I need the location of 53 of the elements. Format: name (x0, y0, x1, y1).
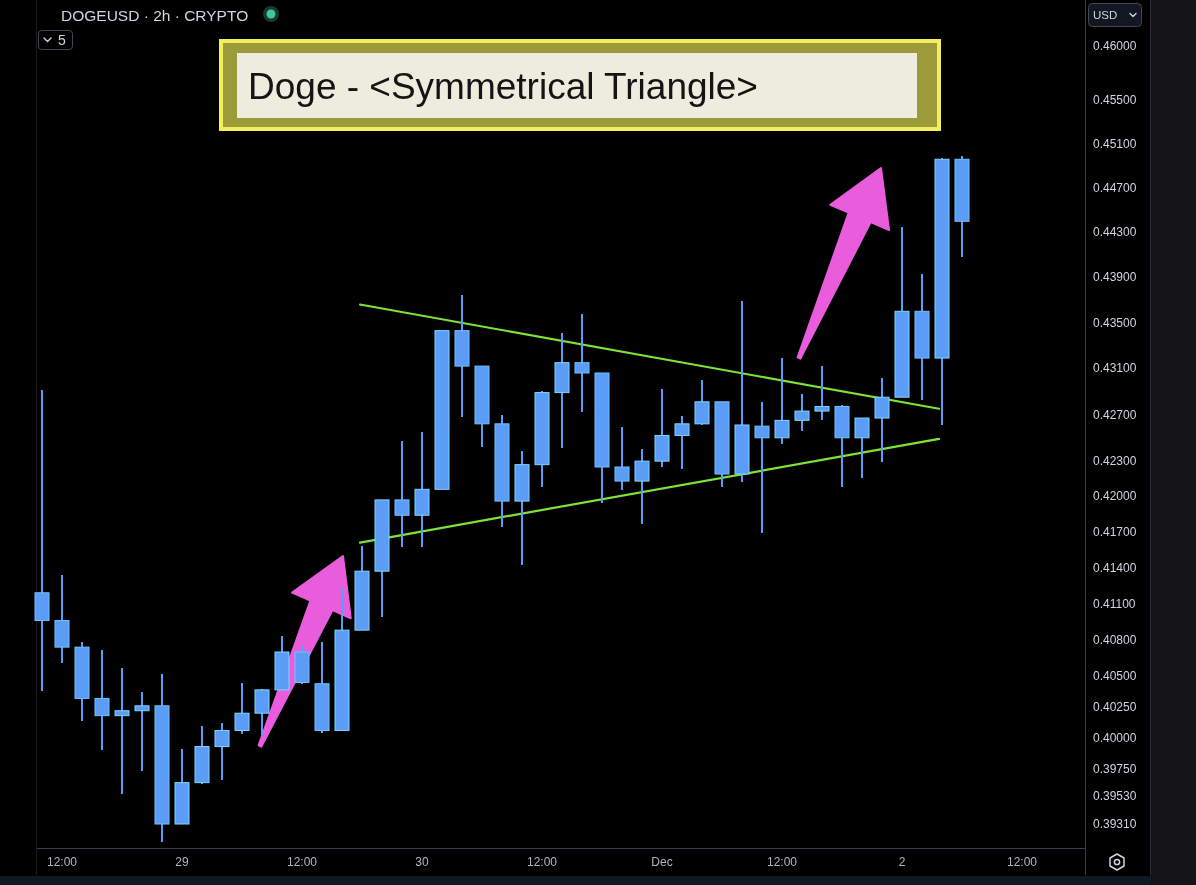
y-tick-label: 0.39310 (1093, 817, 1137, 832)
candlestick (574, 312, 590, 414)
x-tick-label: 12:00 (46, 855, 78, 869)
y-tick-label: 0.45500 (1093, 93, 1137, 108)
x-tick-label: 29 (175, 855, 189, 869)
y-tick-label: 0.40000 (1093, 730, 1137, 745)
candlestick (34, 389, 50, 693)
text: USD (1093, 9, 1118, 21)
candlestick (134, 691, 150, 773)
y-tick-label: 0.43500 (1093, 315, 1137, 330)
candlestick (394, 440, 410, 549)
y-tick-label: 0.40500 (1093, 669, 1137, 684)
x-tick-label: 12:00 (526, 855, 558, 869)
x-tick-label: 12:00 (1006, 855, 1038, 869)
candlestick (254, 687, 270, 737)
candlestick (794, 392, 810, 432)
chart-subtitle: DOGEUSD · 2h · CRYPTO (61, 6, 249, 24)
candlestick (774, 357, 790, 445)
candlestick (694, 378, 710, 426)
y-tick-label: 0.42300 (1093, 454, 1137, 469)
y-tick-label: 0.40250 (1093, 700, 1137, 715)
x-tick-label: 12:00 (286, 855, 318, 869)
candlestick (874, 376, 890, 464)
y-tick-label: 0.42700 (1093, 407, 1137, 422)
y-tick-label: 0.41100 (1093, 596, 1136, 611)
y-tick-label: 0.41700 (1093, 524, 1137, 539)
y-tick-label: 0.39530 (1093, 789, 1137, 804)
candlestick (234, 681, 250, 736)
candlestick (614, 426, 630, 492)
y-tick-label: 0.44300 (1093, 225, 1137, 240)
y-tick-label: 0.43900 (1093, 270, 1137, 285)
y-tick-label: 0.45100 (1093, 136, 1137, 151)
candlestick (114, 666, 130, 795)
y-tick-label: 0.41400 (1093, 560, 1137, 575)
y-tick-label: 0.39750 (1093, 761, 1137, 776)
x-tick-label: Dec (651, 855, 673, 869)
candlestick (634, 448, 650, 525)
candlestick (854, 417, 870, 479)
x-tick-label: 30 (415, 855, 429, 869)
candlestick (814, 365, 830, 422)
y-tick-label: 0.42000 (1093, 489, 1137, 504)
x-tick-label: 12:00 (766, 855, 798, 869)
y-tick-label: 0.44700 (1093, 180, 1137, 195)
x-tick-label: 2 (898, 855, 906, 869)
candlestick (674, 414, 690, 471)
text: Doge - <Symmetrical Triangle> (248, 65, 758, 107)
annotation: 5 (58, 32, 66, 48)
y-tick-label: 0.46000 (1093, 39, 1137, 54)
candlestick (754, 400, 770, 535)
y-tick-label: 0.43100 (1093, 361, 1137, 376)
candlestick (214, 722, 230, 782)
candlestick (94, 648, 110, 752)
y-tick-label: 0.40800 (1093, 632, 1137, 647)
